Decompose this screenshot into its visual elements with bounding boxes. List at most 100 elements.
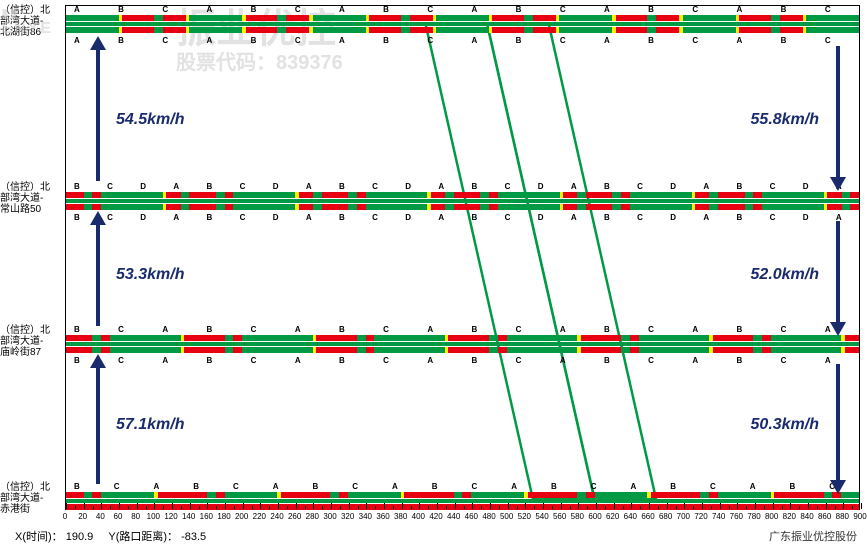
phase-label: C xyxy=(352,482,358,491)
x-tick xyxy=(587,506,588,509)
seg-red xyxy=(656,15,679,21)
seg-red xyxy=(463,347,489,353)
seg-green xyxy=(498,204,560,210)
seg-green xyxy=(436,27,489,33)
seg-green xyxy=(154,15,163,21)
phase-label: B xyxy=(604,213,610,222)
seg-green xyxy=(348,492,401,498)
x-tick xyxy=(199,506,200,509)
x-tick xyxy=(552,506,553,509)
x-tick-label: 180 xyxy=(217,512,230,521)
seg-red xyxy=(498,335,507,341)
phase-label: C xyxy=(781,325,787,334)
seg-red xyxy=(621,204,630,210)
seg-red xyxy=(533,15,556,21)
x-tick xyxy=(146,506,147,509)
x-tick xyxy=(243,503,244,509)
seg-red xyxy=(404,492,436,498)
phase-label: C xyxy=(427,36,433,45)
status-row xyxy=(66,504,859,510)
seg-red xyxy=(489,204,498,210)
phase-label: B xyxy=(207,182,213,191)
seg-green xyxy=(612,192,621,198)
status-row xyxy=(66,27,859,33)
x-tick xyxy=(693,506,694,509)
seg-red xyxy=(184,335,198,341)
seg-red xyxy=(463,192,481,198)
seg-green xyxy=(357,335,366,341)
seg-green xyxy=(709,192,718,198)
seg-red xyxy=(498,347,507,353)
center-line xyxy=(66,499,859,503)
seg-green xyxy=(313,204,322,210)
phase-label: A xyxy=(737,36,743,45)
seg-red xyxy=(198,347,224,353)
x-tick xyxy=(419,503,420,509)
phase-label: B xyxy=(516,36,522,45)
seg-red xyxy=(369,15,401,21)
seg-red xyxy=(454,204,463,210)
seg-green xyxy=(225,335,234,341)
x-tick-label: 60 xyxy=(114,512,123,521)
x-tick-label: 820 xyxy=(783,512,796,521)
phase-label: D xyxy=(140,182,146,191)
seg-red xyxy=(163,27,186,33)
x-tick xyxy=(402,503,403,509)
x-tick xyxy=(578,503,579,509)
x-tick-label: 220 xyxy=(253,512,266,521)
seg-red xyxy=(122,27,154,33)
seg-red xyxy=(166,204,180,210)
x-tick xyxy=(649,503,650,509)
x-tick xyxy=(861,503,862,509)
seg-green xyxy=(84,204,93,210)
x-tick-label: 300 xyxy=(323,512,336,521)
seg-red xyxy=(184,347,198,353)
phase-label: C xyxy=(692,5,698,14)
seg-green xyxy=(313,192,322,198)
phase-label: C xyxy=(383,325,389,334)
x-tick xyxy=(817,506,818,509)
seg-green xyxy=(577,492,586,498)
seg-green xyxy=(313,15,366,21)
phase-label: C xyxy=(107,182,113,191)
phase-label: A xyxy=(154,482,160,491)
status-row xyxy=(66,192,859,198)
phase-label: C xyxy=(472,482,478,491)
seg-red xyxy=(581,347,595,353)
seg-red xyxy=(845,347,859,353)
seg-green xyxy=(498,192,560,198)
phase-label: A xyxy=(427,325,433,334)
seg-red xyxy=(246,15,278,21)
speed-left: 54.5km/h xyxy=(116,111,184,129)
phase-label: D xyxy=(405,213,411,222)
phase-label: C xyxy=(372,182,378,191)
phase-label: B xyxy=(781,36,787,45)
seg-red xyxy=(827,192,841,198)
seg-green xyxy=(92,347,101,353)
x-tick xyxy=(384,503,385,509)
phase-label: B xyxy=(74,482,80,491)
x-tick xyxy=(525,503,526,509)
phase-label: D xyxy=(405,182,411,191)
seg-red xyxy=(827,204,841,210)
seg-red xyxy=(410,15,433,21)
seg-red xyxy=(709,492,718,498)
arrow-down xyxy=(836,364,840,484)
x-tick-label: 440 xyxy=(447,512,460,521)
seg-red xyxy=(166,192,180,198)
x-tick-label: 480 xyxy=(482,512,495,521)
phase-label: A xyxy=(631,482,637,491)
seg-red xyxy=(316,335,330,341)
seg-red xyxy=(436,492,454,498)
seg-green xyxy=(559,15,612,21)
phase-label: B xyxy=(781,5,787,14)
phase-label: A xyxy=(703,213,709,222)
phase-label: B xyxy=(604,182,610,191)
seg-red xyxy=(122,15,154,21)
x-tick-label: 340 xyxy=(359,512,372,521)
phase-label: C xyxy=(637,182,643,191)
seg-green xyxy=(348,204,357,210)
seg-red xyxy=(762,335,771,341)
x-tick-label: 240 xyxy=(270,512,283,521)
seg-red xyxy=(92,192,101,198)
